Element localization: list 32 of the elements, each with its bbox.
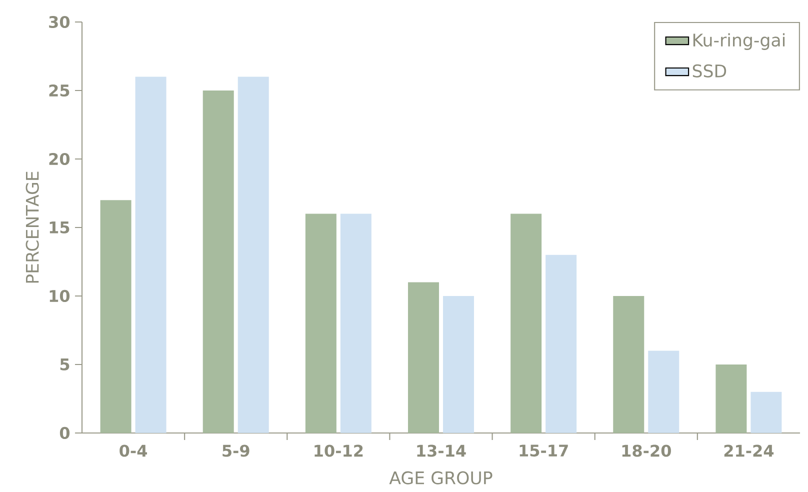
- bar: [340, 214, 372, 433]
- bar: [546, 254, 577, 433]
- y-tick-label: 0: [60, 426, 70, 440]
- bar: [135, 76, 166, 433]
- legend-label: SSD: [692, 64, 726, 78]
- y-tick-label: 25: [49, 84, 70, 97]
- legend-label: Ku-ring-gai: [693, 33, 785, 50]
- x-tick-label: 18-20: [622, 444, 671, 457]
- bar: [510, 214, 542, 433]
- bar: [305, 214, 336, 433]
- bar: [100, 200, 132, 433]
- x-axis-title: AGE GROUP: [389, 471, 492, 484]
- bar: [613, 296, 644, 433]
- y-tick-label: 15: [50, 222, 70, 234]
- bar: [750, 392, 782, 433]
- y-tick-label: 10: [50, 290, 70, 302]
- bar: [408, 282, 439, 433]
- bar: [716, 364, 747, 433]
- x-tick-label: 13-14: [417, 444, 466, 457]
- bar: [442, 296, 474, 433]
- bar: [202, 90, 234, 433]
- y-tick-label: 20: [49, 152, 70, 166]
- x-tick-label: 21-24: [724, 444, 774, 457]
- bar: [238, 76, 269, 433]
- y-axis-title: PERCENTAGE: [26, 172, 39, 283]
- y-tick-label: 30: [49, 16, 70, 28]
- x-tick-label: 0-4: [120, 444, 148, 457]
- y-tick-label: 5: [60, 358, 70, 370]
- x-tick-label: 15-17: [520, 444, 568, 457]
- bar: [648, 350, 680, 433]
- x-tick-label: 10-12: [314, 444, 363, 457]
- x-tick-label: 5-9: [222, 444, 250, 457]
